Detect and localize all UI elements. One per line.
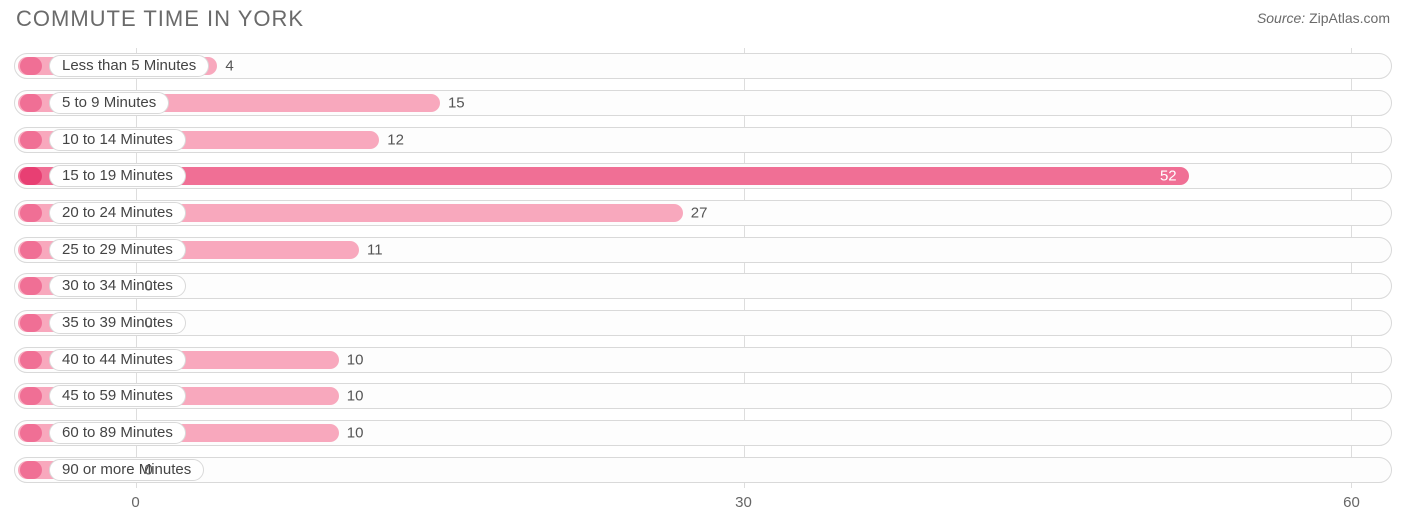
x-tick-label: 0 [131, 494, 139, 511]
bar-rows: Less than 5 Minutes 4 5 to 9 Minutes 15 10 t… [14, 48, 1392, 488]
x-axis: 0 30 60 [14, 494, 1392, 514]
value-label: 0 [144, 278, 152, 295]
bar-track: 10 to 14 Minutes 12 [14, 127, 1392, 153]
bar-row: 40 to 44 Minutes 10 [14, 341, 1392, 378]
bar-row: 60 to 89 Minutes 10 [14, 415, 1392, 452]
bar-cap [20, 241, 42, 259]
plot-region: Less than 5 Minutes 4 5 to 9 Minutes 15 10 t… [14, 48, 1392, 488]
x-tick-label: 60 [1343, 494, 1360, 511]
category-label: 60 to 89 Minutes [49, 422, 186, 444]
category-label: 30 to 34 Minutes [49, 275, 186, 297]
category-label: 15 to 19 Minutes [49, 165, 186, 187]
chart-header: COMMUTE TIME IN YORK Source: ZipAtlas.co… [16, 6, 1390, 36]
bar-row: 90 or more Minutes0 [14, 451, 1392, 488]
bar-cap [20, 351, 42, 369]
bar-row: 35 to 39 Minutes0 [14, 305, 1392, 342]
bar-track: 15 to 19 Minutes 52 [14, 163, 1392, 189]
value-label: 15 [448, 95, 465, 112]
chart-area: Less than 5 Minutes 4 5 to 9 Minutes 15 10 t… [14, 48, 1392, 488]
value-label: 10 [347, 425, 364, 442]
bar-track: 90 or more Minutes0 [14, 457, 1392, 483]
bar-row: 25 to 29 Minutes 11 [14, 231, 1392, 268]
category-label: 25 to 29 Minutes [49, 239, 186, 261]
bar-row: 20 to 24 Minutes 27 [14, 195, 1392, 232]
category-label: 5 to 9 Minutes [49, 92, 169, 114]
value-label: 52 [1160, 168, 1177, 185]
value-label: 27 [691, 205, 708, 222]
category-label: 10 to 14 Minutes [49, 129, 186, 151]
bar-row: 5 to 9 Minutes 15 [14, 85, 1392, 122]
bar-row: 30 to 34 Minutes0 [14, 268, 1392, 305]
bar-cap [20, 277, 42, 295]
category-label: 45 to 59 Minutes [49, 385, 186, 407]
bar-track: 35 to 39 Minutes0 [14, 310, 1392, 336]
category-label: 20 to 24 Minutes [49, 202, 186, 224]
bar-cap [20, 387, 42, 405]
value-label: 0 [144, 315, 152, 332]
chart-source: Source: ZipAtlas.com [1257, 10, 1390, 26]
bar-track: 60 to 89 Minutes 10 [14, 420, 1392, 446]
value-label: 4 [225, 58, 233, 75]
value-label: 10 [347, 351, 364, 368]
bar-cap [20, 461, 42, 479]
bar-row: 10 to 14 Minutes 12 [14, 121, 1392, 158]
bar-row: 15 to 19 Minutes 52 [14, 158, 1392, 195]
bar-track: 40 to 44 Minutes 10 [14, 347, 1392, 373]
category-label: 40 to 44 Minutes [49, 349, 186, 371]
bar-cap [20, 424, 42, 442]
bar-cap [20, 57, 42, 75]
value-label: 0 [144, 461, 152, 478]
source-label: Source: [1257, 10, 1305, 26]
bar-cap [20, 204, 42, 222]
bar-row: Less than 5 Minutes 4 [14, 48, 1392, 85]
value-label: 11 [367, 241, 383, 258]
source-value: ZipAtlas.com [1309, 10, 1390, 26]
bar-cap [20, 131, 42, 149]
bar-row: 45 to 59 Minutes 10 [14, 378, 1392, 415]
bar-track: 25 to 29 Minutes 11 [14, 237, 1392, 263]
chart-title: COMMUTE TIME IN YORK [16, 6, 304, 31]
bar-track: Less than 5 Minutes 4 [14, 53, 1392, 79]
value-label: 12 [387, 131, 404, 148]
category-label: 35 to 39 Minutes [49, 312, 186, 334]
bar-cap [20, 314, 42, 332]
bar-track: 5 to 9 Minutes 15 [14, 90, 1392, 116]
x-tick-label: 30 [735, 494, 752, 511]
category-label: 90 or more Minutes [49, 459, 204, 481]
chart-container: COMMUTE TIME IN YORK Source: ZipAtlas.co… [0, 0, 1406, 522]
bar-track: 45 to 59 Minutes 10 [14, 383, 1392, 409]
bar-track: 20 to 24 Minutes 27 [14, 200, 1392, 226]
value-label: 10 [347, 388, 364, 405]
bar-fill [18, 167, 1189, 185]
bar-cap [20, 94, 42, 112]
category-label: Less than 5 Minutes [49, 55, 209, 77]
bar-track: 30 to 34 Minutes0 [14, 273, 1392, 299]
bar-cap [20, 167, 42, 185]
